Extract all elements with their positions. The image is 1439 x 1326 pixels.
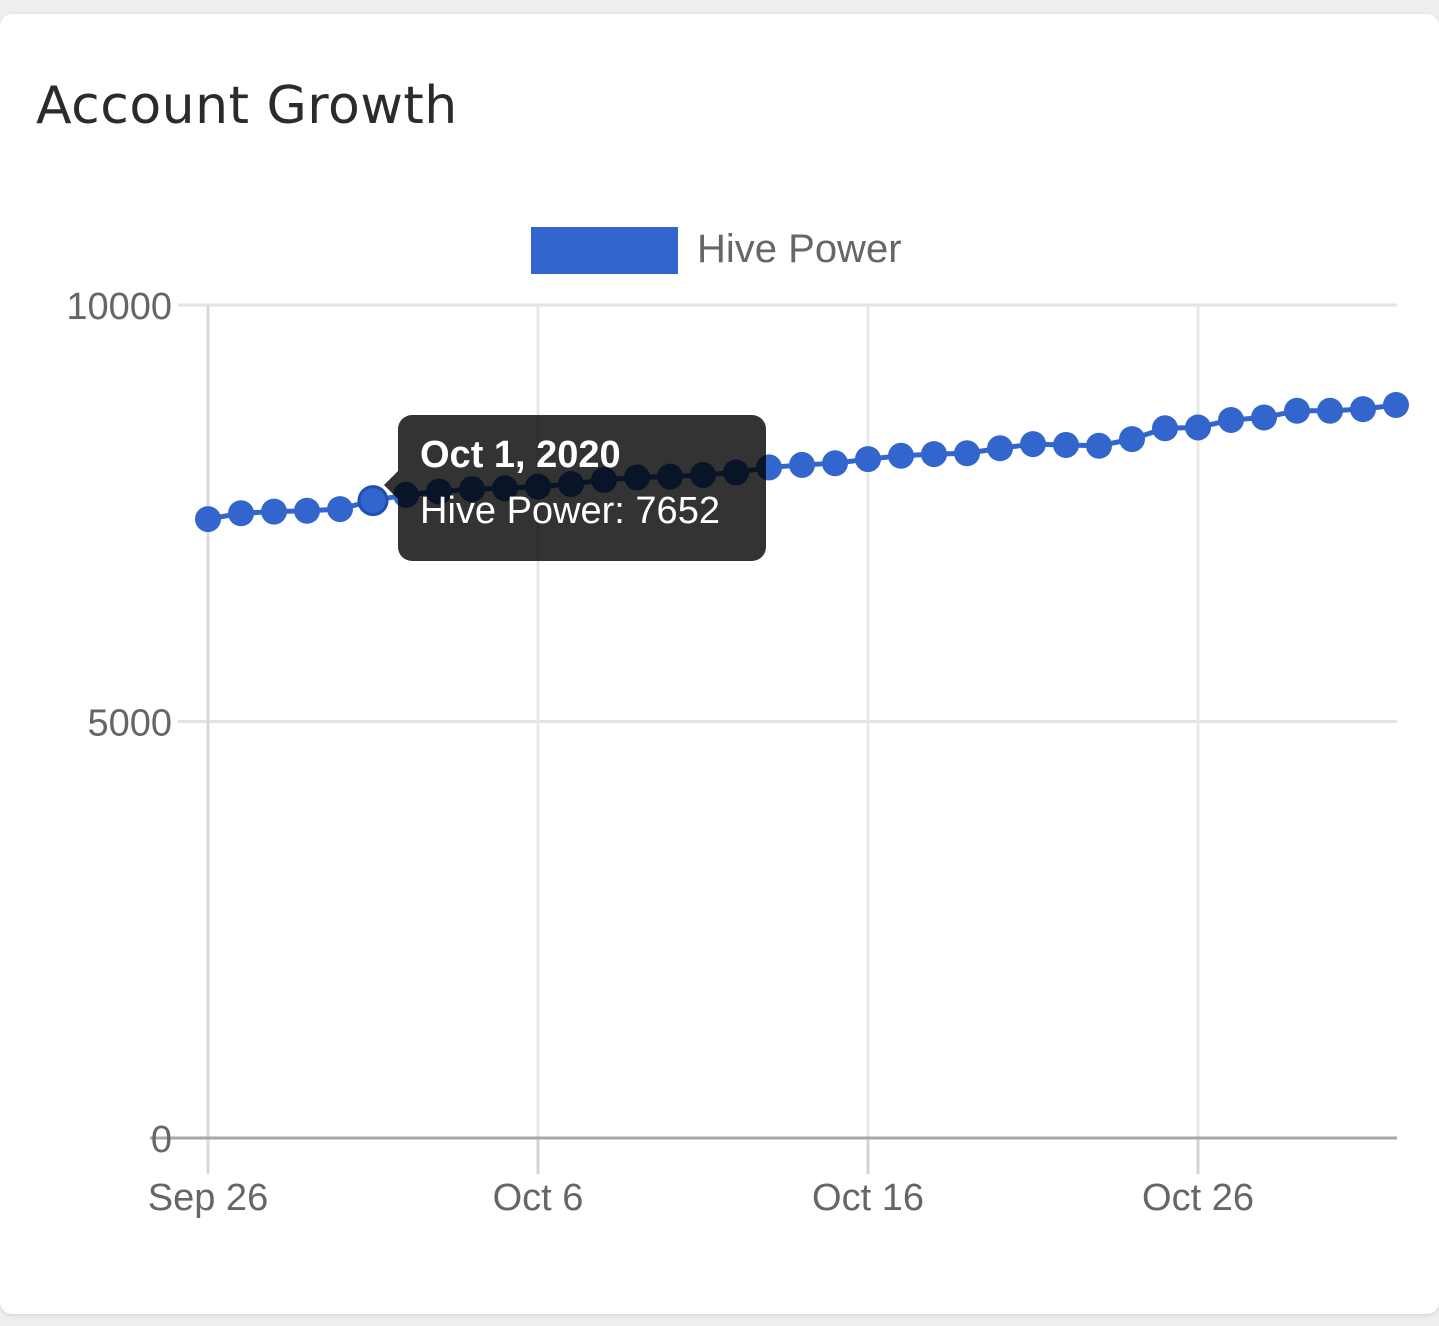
- x-tick-label: Oct 6: [493, 1177, 584, 1219]
- data-point[interactable]: [294, 497, 320, 524]
- legend-label-hive-power[interactable]: Hive Power: [697, 227, 902, 271]
- data-point[interactable]: [1053, 431, 1079, 458]
- y-tick-label: 0: [151, 1119, 172, 1161]
- data-point-highlighted[interactable]: [357, 485, 389, 517]
- x-tick-label: Sep 26: [148, 1177, 268, 1219]
- data-point[interactable]: [195, 506, 221, 533]
- chart-grid: [178, 303, 1397, 1138]
- y-tick-label: 10000: [66, 286, 172, 328]
- data-point[interactable]: [261, 498, 287, 525]
- data-point[interactable]: [1152, 415, 1178, 442]
- x-tick-label: Oct 16: [812, 1177, 924, 1219]
- data-point[interactable]: [855, 446, 881, 473]
- tooltip-series-label: Hive Power: [420, 490, 615, 532]
- data-point[interactable]: [228, 500, 254, 527]
- chart-legend[interactable]: Hive Power: [531, 227, 902, 274]
- data-point[interactable]: [1020, 431, 1046, 458]
- data-point[interactable]: [888, 442, 914, 469]
- data-point[interactable]: [1119, 426, 1145, 453]
- legend-swatch-hive-power[interactable]: [531, 227, 678, 274]
- data-point[interactable]: [1251, 404, 1277, 431]
- y-tick-label: 5000: [87, 703, 172, 745]
- data-point[interactable]: [789, 451, 815, 478]
- data-point[interactable]: [822, 450, 848, 477]
- data-point[interactable]: [921, 441, 947, 468]
- data-point[interactable]: [1218, 406, 1244, 433]
- chart-tick-labels: 0 5000 10000 Sep 26 Oct 6 Oct 16 Oct 26: [66, 286, 1254, 1219]
- data-point[interactable]: [327, 496, 353, 523]
- chart-axes: [150, 305, 1397, 1174]
- tooltip-value: 7652: [635, 490, 720, 532]
- tooltip-body: Hive Power: 7652: [420, 481, 744, 541]
- data-point[interactable]: [1383, 391, 1409, 418]
- card-title: Account Growth: [36, 76, 458, 136]
- x-tick-label: Oct 26: [1142, 1177, 1254, 1219]
- data-point[interactable]: [1284, 397, 1310, 424]
- data-point[interactable]: [1317, 397, 1343, 424]
- data-point[interactable]: [1185, 414, 1211, 441]
- tooltip-caret: [384, 471, 398, 499]
- tooltip-separator: :: [614, 490, 636, 532]
- data-tooltip: Oct 1, 2020 Hive Power: 7652: [384, 415, 766, 561]
- data-point[interactable]: [1086, 432, 1112, 459]
- data-point[interactable]: [1350, 396, 1376, 423]
- tooltip-title: Oct 1, 2020: [420, 434, 621, 476]
- data-point[interactable]: [987, 435, 1013, 462]
- data-point[interactable]: [954, 440, 980, 467]
- chart-series: [195, 391, 1409, 533]
